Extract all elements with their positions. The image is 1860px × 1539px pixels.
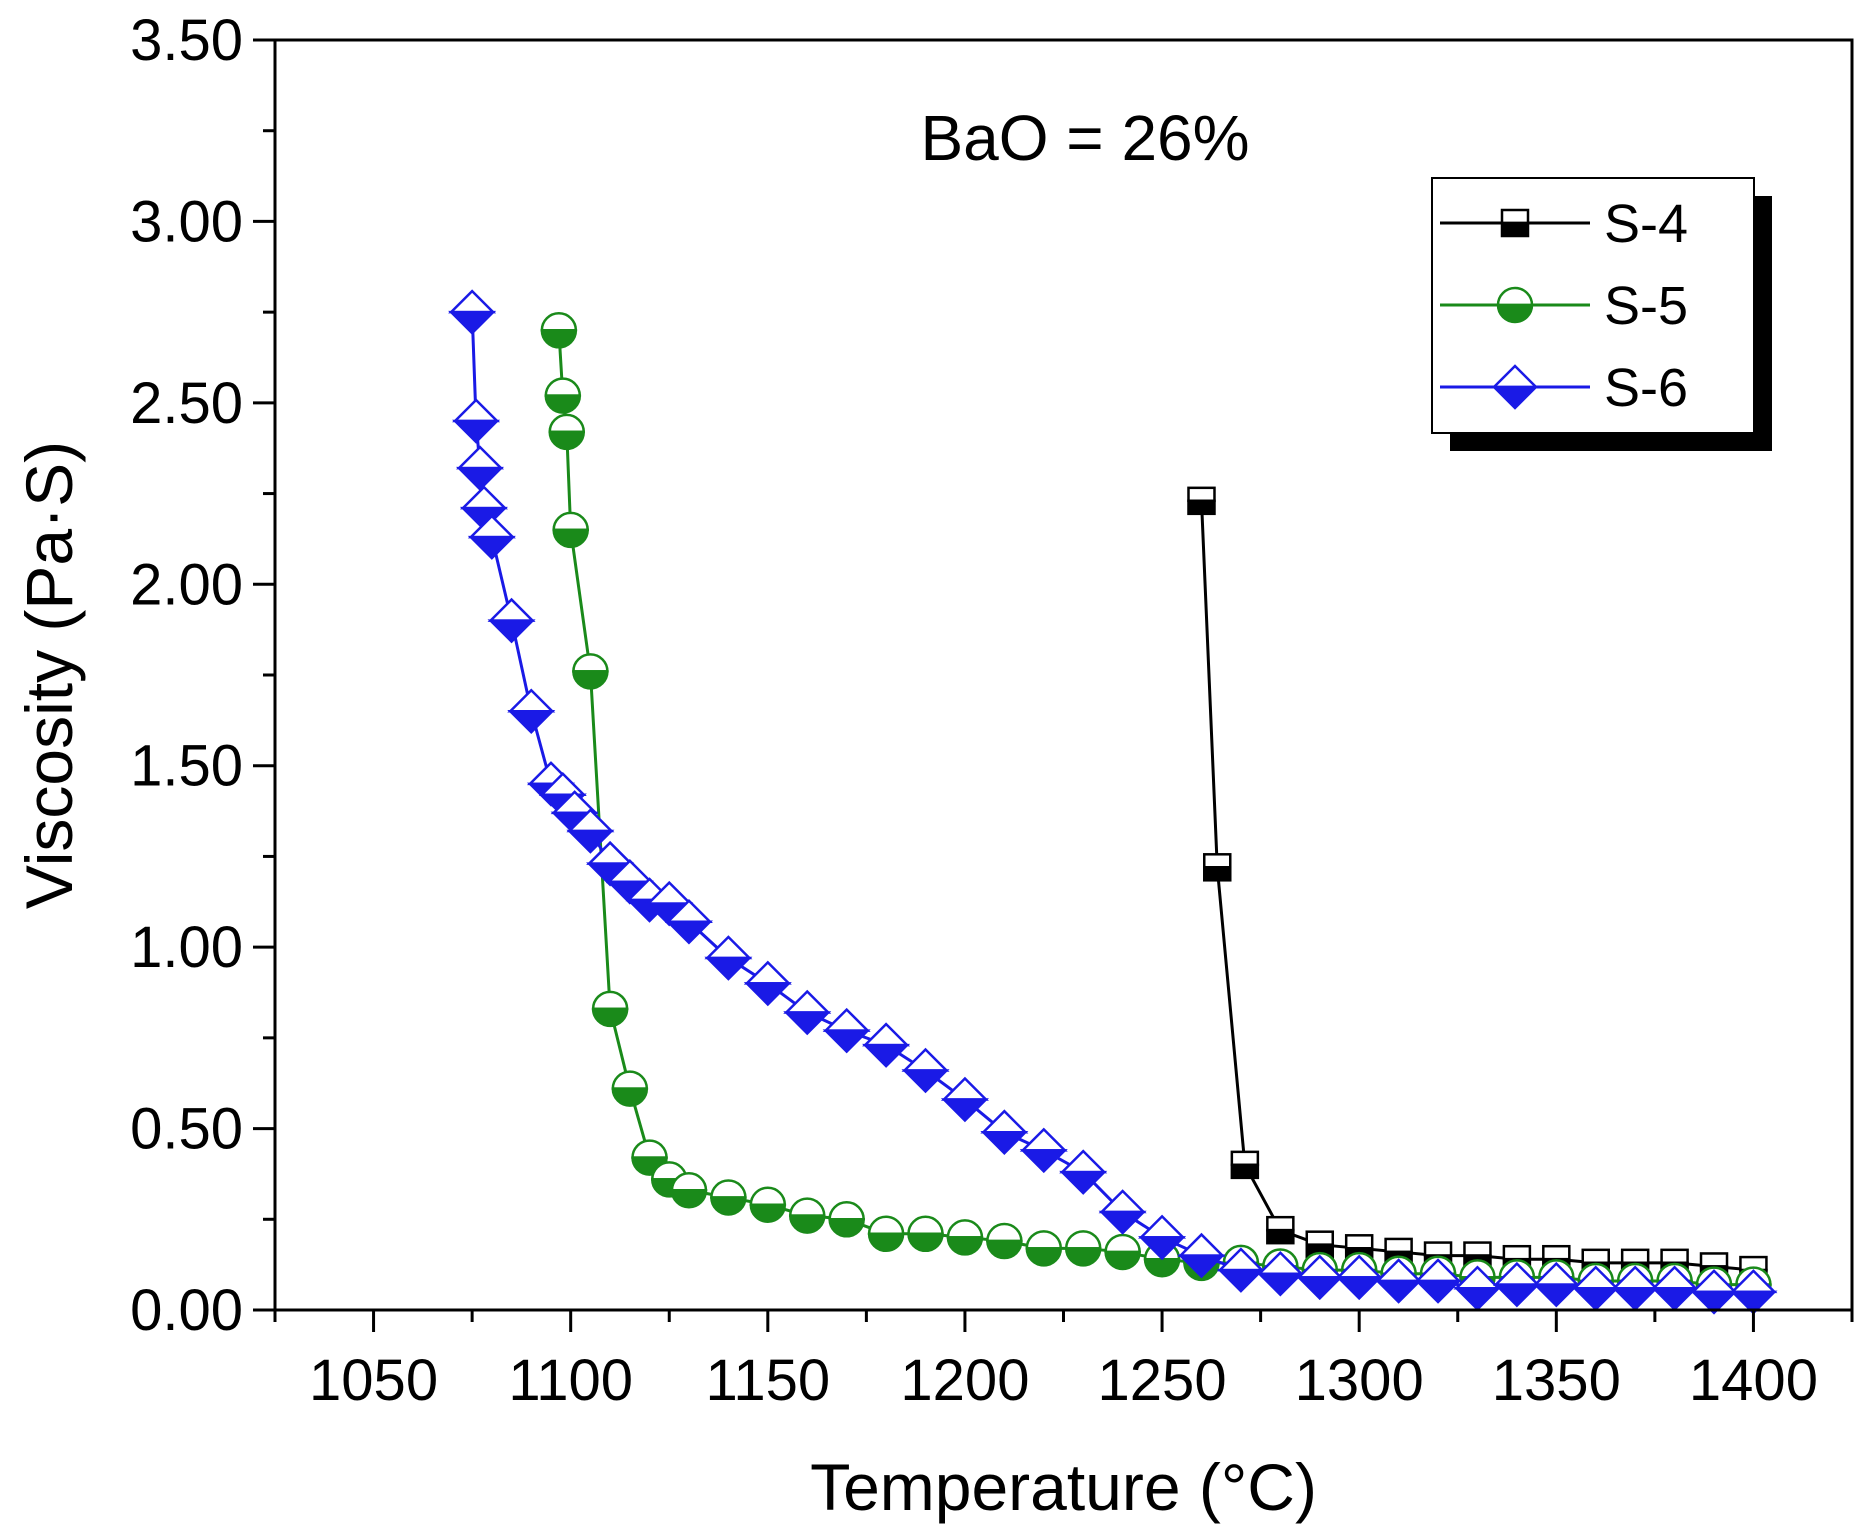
data-point-s-6 <box>1611 1265 1660 1311</box>
y-tick-label: 0.00 <box>130 1278 243 1343</box>
data-point-s-6 <box>1414 1258 1463 1304</box>
series-line-s-4 <box>1199 500 1754 1272</box>
y-tick-label: 1.00 <box>130 915 243 980</box>
data-point-s-4 <box>1203 853 1232 882</box>
data-point-s-6 <box>980 1109 1029 1155</box>
data-point-s-5 <box>946 1219 984 1256</box>
data-point-s-6 <box>1019 1127 1068 1174</box>
legend-item-s-6: S-6 <box>1440 358 1688 418</box>
data-point-s-6 <box>448 289 497 335</box>
x-tick-label: 1150 <box>705 1348 830 1413</box>
data-point-s-5 <box>670 1172 708 1209</box>
data-point-s-6 <box>1571 1265 1620 1311</box>
data-point-s-4 <box>1266 1215 1295 1245</box>
data-point-s-6 <box>862 1022 911 1068</box>
data-point-s-6 <box>459 485 508 531</box>
legend: S-4 S-5 S-6 <box>1431 177 1772 451</box>
data-point-s-6 <box>664 898 713 945</box>
data-point-s-6 <box>507 688 556 735</box>
data-point-s-6 <box>487 597 536 644</box>
legend-marker-s-4 <box>1500 208 1530 238</box>
x-tick-label: 1100 <box>508 1348 633 1413</box>
series-line-s-6 <box>470 312 1754 1294</box>
data-point-s-6 <box>704 935 753 981</box>
data-point-s-6 <box>1295 1254 1344 1301</box>
y-axis-title: Viscosity (Pa·S) <box>12 441 86 909</box>
data-point-s-6 <box>566 808 615 854</box>
data-point-s-5 <box>1064 1230 1102 1267</box>
data-point-s-6 <box>940 1076 989 1123</box>
series-s-6 <box>448 289 1778 1315</box>
series-layer <box>448 289 1778 1315</box>
data-point-s-6 <box>1138 1214 1187 1261</box>
x-tick-label: 1300 <box>1295 1348 1424 1413</box>
y-tick-label: 1.50 <box>130 734 243 799</box>
y-tick-label: 2.50 <box>130 371 243 436</box>
x-tick-label: 1350 <box>1492 1348 1621 1413</box>
data-point-s-6 <box>1098 1189 1147 1235</box>
data-point-s-6 <box>1374 1258 1423 1304</box>
series-s-5 <box>540 312 1772 1303</box>
data-point-s-6 <box>1177 1232 1226 1279</box>
x-tick-label: 1250 <box>1098 1348 1227 1413</box>
data-point-s-4 <box>1187 486 1216 516</box>
data-point-s-5 <box>1104 1233 1141 1271</box>
chart-annotation: BaO = 26% <box>920 102 1249 174</box>
data-point-s-5 <box>544 377 582 414</box>
data-point-s-6 <box>1729 1269 1778 1315</box>
data-point-s-6 <box>1256 1250 1305 1297</box>
x-tick-label: 1050 <box>309 1348 438 1413</box>
data-point-s-6 <box>1492 1261 1541 1308</box>
data-point-s-5 <box>548 413 585 451</box>
x-tick-label: 1400 <box>1689 1348 1818 1413</box>
data-point-s-5 <box>867 1215 905 1253</box>
data-point-s-5 <box>1025 1230 1063 1267</box>
data-point-s-6 <box>743 960 792 1007</box>
data-point-s-6 <box>1216 1247 1265 1293</box>
data-point-s-4 <box>1230 1150 1260 1180</box>
legend-marker-s-6 <box>1490 364 1540 410</box>
legend-marker-s-5 <box>1496 286 1534 324</box>
data-point-s-5 <box>540 312 578 349</box>
x-axis-title: Temperature (°C) <box>810 1450 1317 1524</box>
data-point-s-5 <box>986 1222 1023 1260</box>
x-tick-label: 1200 <box>900 1348 1029 1413</box>
data-point-s-6 <box>467 514 516 560</box>
data-point-s-6 <box>1689 1269 1739 1315</box>
data-point-s-6 <box>1650 1265 1699 1311</box>
x-axis: 1050 1100 1150 1200 1250 1300 1350 1400 <box>273 1310 1854 1413</box>
y-tick-label: 0.50 <box>130 1097 243 1162</box>
data-point-s-5 <box>828 1201 865 1238</box>
data-point-s-6 <box>822 1007 871 1054</box>
data-point-s-5 <box>907 1215 944 1253</box>
legend-label: S-6 <box>1604 358 1688 418</box>
legend-item-s-5: S-5 <box>1440 276 1688 336</box>
legend-item-s-4: S-4 <box>1440 194 1688 254</box>
series-line-s-5 <box>557 330 1754 1287</box>
data-point-s-6 <box>783 989 832 1036</box>
data-point-s-5 <box>710 1179 747 1216</box>
y-axis: 0.00 0.50 1.00 1.50 2.00 2.50 3.00 3.50 <box>130 8 275 1343</box>
data-point-s-5 <box>572 653 609 690</box>
data-point-s-6 <box>1335 1254 1384 1301</box>
data-point-s-5 <box>749 1186 787 1224</box>
legend-label: S-5 <box>1604 276 1688 336</box>
data-point-s-5 <box>788 1197 826 1234</box>
data-point-s-5 <box>552 511 589 549</box>
series-s-4 <box>1187 486 1768 1285</box>
data-point-s-5 <box>591 990 629 1028</box>
data-point-s-5 <box>611 1070 649 1107</box>
y-tick-label: 3.50 <box>130 8 243 73</box>
data-point-s-6 <box>1453 1265 1502 1311</box>
legend-label: S-4 <box>1604 194 1688 254</box>
data-point-s-6 <box>1532 1261 1581 1308</box>
data-point-s-6 <box>1059 1149 1108 1195</box>
data-point-s-6 <box>455 445 505 491</box>
data-point-s-6 <box>901 1047 950 1094</box>
y-tick-label: 2.00 <box>130 552 243 617</box>
y-tick-label: 3.00 <box>130 189 243 254</box>
data-point-s-6 <box>452 398 501 444</box>
